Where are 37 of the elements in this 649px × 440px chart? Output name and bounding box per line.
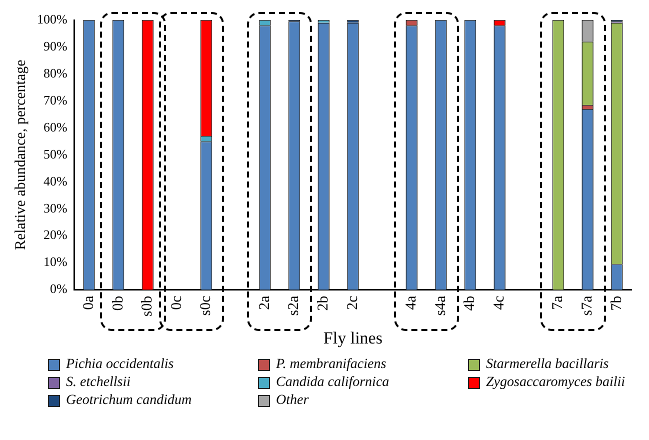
- x-tick-label: s0b: [140, 296, 156, 317]
- y-tick-label: 90%: [43, 38, 68, 54]
- x-tick-label: 0a: [80, 295, 97, 310]
- y-tick-label: 50%: [43, 146, 68, 162]
- y-tick-label: 40%: [43, 173, 68, 188]
- legend-label: P. membranifaciens: [276, 357, 386, 373]
- x-tick-label: 2b: [316, 296, 332, 311]
- y-tick-label: 100%: [36, 11, 68, 26]
- x-tick-label: s2a: [286, 295, 302, 316]
- legend-label: S. etchellsii: [66, 375, 131, 391]
- x-tick-label: s7a: [580, 295, 596, 316]
- legend-label: Pichia occidentalis: [66, 357, 174, 373]
- legend-label: Geotrichum candidum: [66, 393, 192, 409]
- x-axis-title: Fly lines: [323, 328, 382, 348]
- y-tick-label: 0%: [50, 281, 68, 296]
- y-tick-label: 80%: [43, 65, 68, 80]
- legend-label: Starmerella bacillaris: [486, 357, 609, 373]
- x-tick-label: 2a: [256, 295, 273, 310]
- x-tick-label: s0c: [198, 295, 214, 316]
- x-tick-label: 0c: [168, 295, 185, 310]
- legend-label: Zygosaccaromyces bailii: [486, 375, 626, 391]
- x-tick-label: 7b: [608, 296, 625, 311]
- x-tick-label: 7a: [550, 295, 566, 310]
- y-tick-label: 20%: [43, 227, 68, 242]
- x-tick-label: 4b: [462, 296, 478, 311]
- x-tick-label: s4a: [432, 295, 449, 316]
- y-tick-label: 60%: [43, 119, 68, 134]
- y-axis-title: Relative abundance, percentage: [12, 59, 29, 250]
- legend-label: Other: [276, 393, 309, 409]
- legend-label: Candida californica: [276, 375, 390, 391]
- x-tick-label: 0b: [110, 296, 126, 311]
- y-tick-label: 10%: [43, 254, 68, 270]
- x-tick-label: 2c: [344, 295, 361, 310]
- x-tick-label: 4a: [404, 295, 420, 310]
- x-tick-label: 4c: [492, 295, 508, 310]
- y-tick-label: 70%: [43, 92, 68, 108]
- y-tick-label: 30%: [43, 200, 68, 216]
